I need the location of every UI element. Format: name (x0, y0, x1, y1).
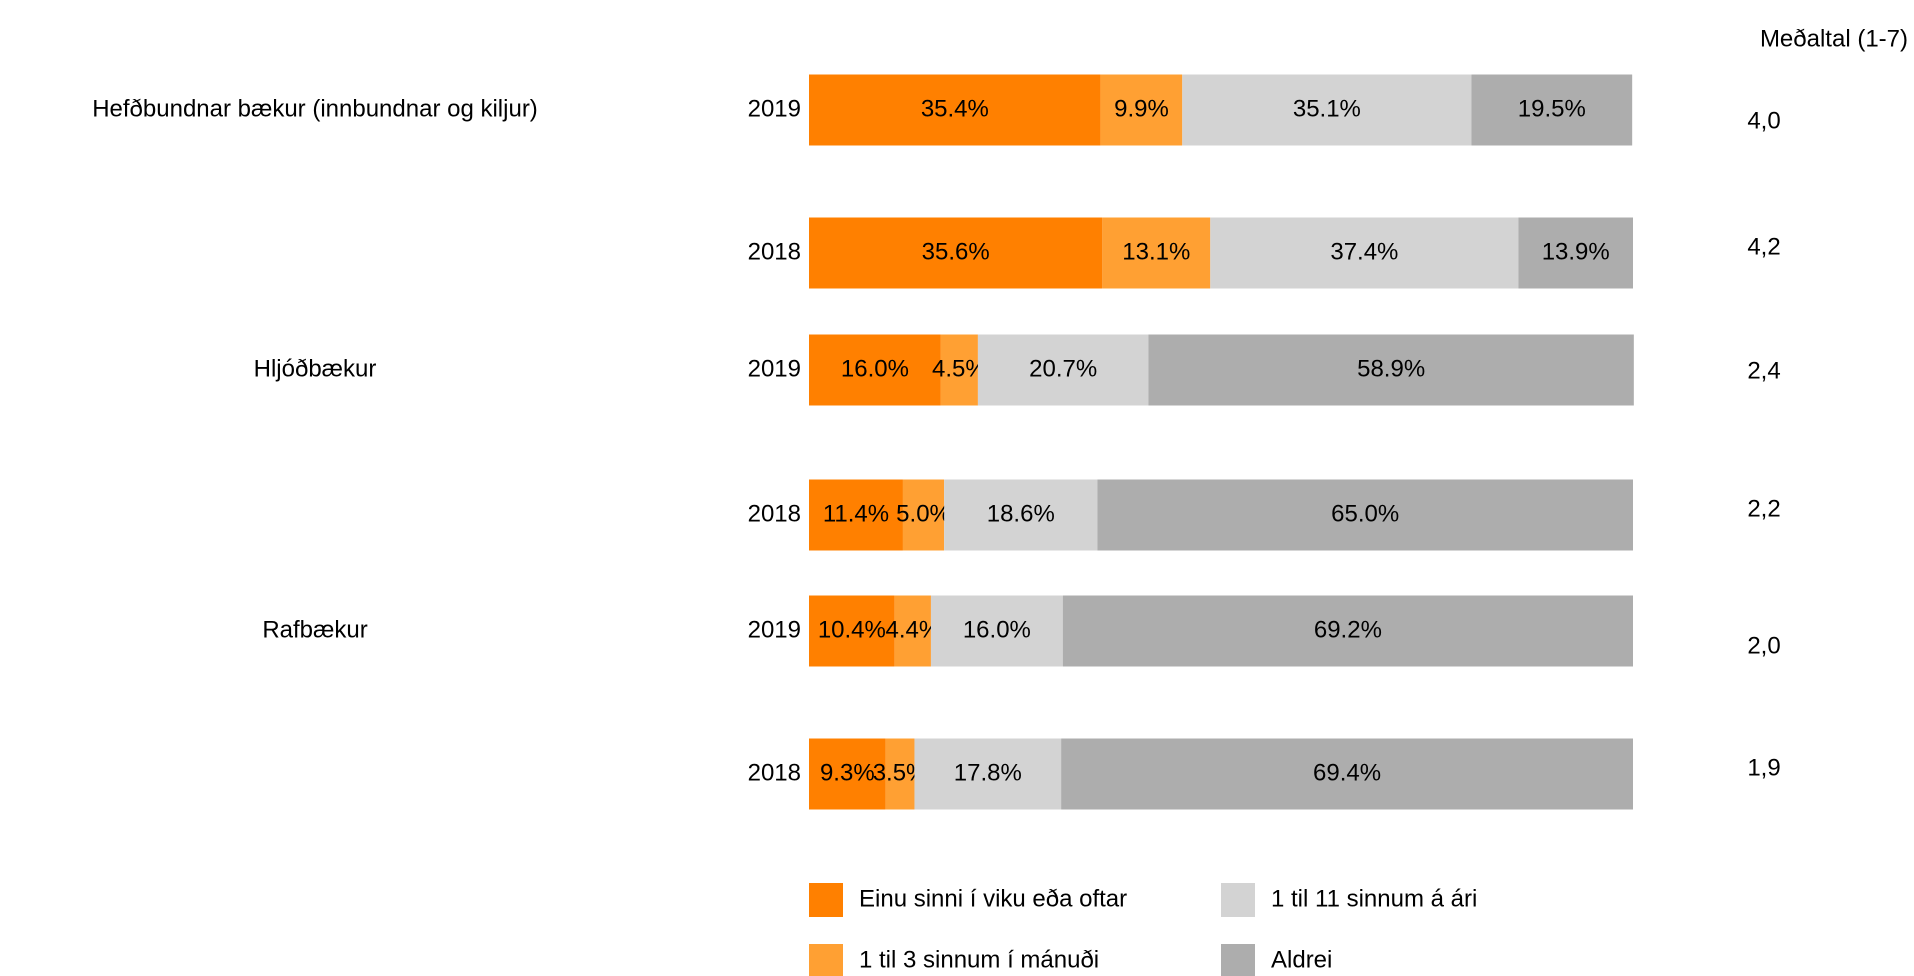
year-label: 2019 (748, 95, 801, 122)
bar-segment (1182, 74, 1472, 146)
year-label: 2018 (748, 238, 801, 265)
data-label: 9.3% (820, 759, 875, 786)
year-label: 2019 (748, 355, 801, 382)
bar-segment (1062, 595, 1633, 667)
average-label: 2,2 (1747, 495, 1780, 522)
average-label: 4,0 (1747, 107, 1780, 134)
group-label: Rafbækur (262, 616, 367, 643)
data-label: 35.1% (1293, 95, 1361, 122)
legend-swatch (1221, 883, 1255, 917)
bar-segment (1100, 74, 1183, 146)
averages-title: Meðaltal (1-7) (1760, 25, 1908, 52)
average-label: 2,0 (1747, 632, 1780, 659)
bar-segment (1102, 217, 1211, 289)
data-label: 20.7% (1029, 355, 1097, 382)
bar-segment (1148, 334, 1634, 406)
bar-segment (809, 217, 1103, 289)
bar-segment (809, 334, 941, 406)
data-label: 65.0% (1331, 500, 1399, 527)
data-label: 19.5% (1518, 95, 1586, 122)
data-label: 58.9% (1357, 355, 1425, 382)
data-label: 37.4% (1330, 238, 1398, 265)
bar-segment (944, 479, 1098, 551)
bar-segment (930, 595, 1063, 667)
data-label: 16.0% (841, 355, 909, 382)
bar-segment (914, 738, 1062, 810)
data-label: 18.6% (987, 500, 1055, 527)
data-label: 13.1% (1122, 238, 1190, 265)
bar-segment (894, 595, 931, 667)
bar-segment (1097, 479, 1633, 551)
bar-segment (1518, 217, 1633, 289)
legend-swatch (809, 944, 843, 976)
bar-segment (977, 334, 1149, 406)
data-label: 11.4% (823, 500, 889, 527)
bar-segment (902, 479, 945, 551)
bar-segment (1061, 738, 1633, 810)
data-label: 10.4% (818, 616, 886, 643)
average-label: 2,4 (1747, 357, 1780, 384)
average-label: 1,9 (1747, 754, 1780, 781)
data-label: 17.8% (954, 759, 1022, 786)
legend-label: Einu sinni í viku eða oftar (859, 885, 1127, 912)
data-label: 69.4% (1313, 759, 1381, 786)
data-label: 5.0% (896, 500, 951, 527)
legend-swatch (1221, 944, 1255, 976)
data-label: 35.6% (922, 238, 990, 265)
legend-label: 1 til 11 sinnum á ári (1271, 885, 1477, 912)
bar-segment (809, 74, 1101, 146)
bar-segment (809, 479, 903, 551)
data-label: 35.4% (921, 95, 989, 122)
legend-label: Aldrei (1271, 946, 1332, 973)
legend-label: 1 til 3 sinnum í mánuði (859, 946, 1099, 973)
year-label: 2019 (748, 616, 801, 643)
bar-segment (1471, 74, 1633, 146)
bar-segment (1210, 217, 1519, 289)
bar-segment (885, 738, 915, 810)
year-label: 2018 (748, 759, 801, 786)
data-label: 16.0% (963, 616, 1031, 643)
year-label: 2018 (748, 500, 801, 527)
group-label: Hljóðbækur (254, 355, 377, 382)
legend-swatch (809, 883, 843, 917)
data-label: 9.9% (1114, 95, 1169, 122)
average-label: 4,2 (1747, 233, 1780, 260)
data-label: 69.2% (1314, 616, 1382, 643)
group-label: Hefðbundnar bækur (innbundnar og kiljur) (92, 95, 538, 122)
data-label: 4.5% (932, 355, 987, 382)
bar-segment (940, 334, 978, 406)
data-label: 13.9% (1542, 238, 1610, 265)
bar-segment (809, 738, 886, 810)
bar-segment (809, 595, 895, 667)
